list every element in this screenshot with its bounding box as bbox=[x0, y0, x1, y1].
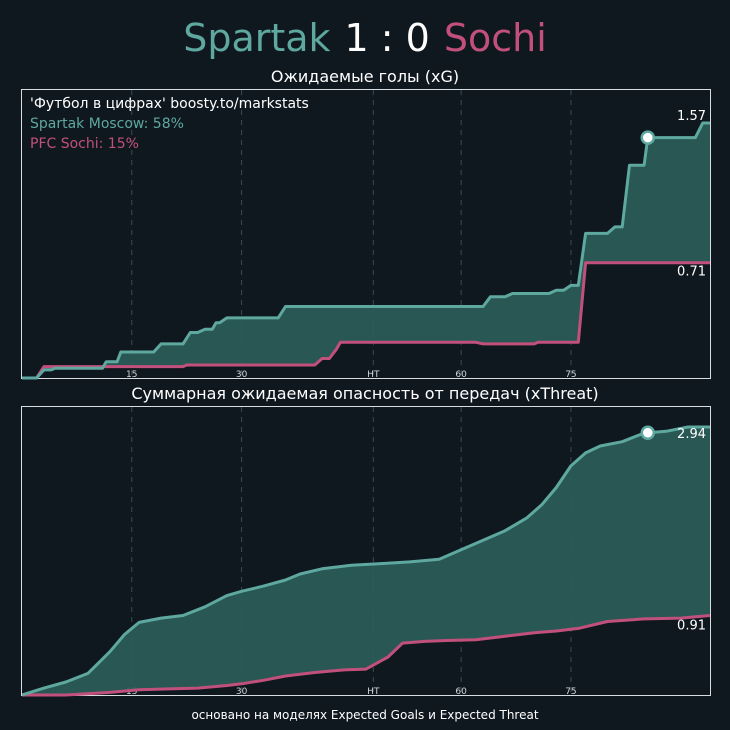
chart-legend: 'Футбол в цифрах' boosty.to/markstats Sp… bbox=[30, 94, 309, 154]
sochi-series-line bbox=[22, 614, 711, 697]
x-tick-label: 60 bbox=[455, 370, 467, 380]
chart-plot-area: 15 30 HT 60 75 1.57 0.71 bbox=[22, 90, 710, 380]
away-team-name: Sochi bbox=[443, 16, 547, 60]
legend-away: PFC Sochi: 15% bbox=[30, 136, 139, 152]
sochi-series-line bbox=[22, 261, 710, 380]
match-score-header: Spartak 1 : 0 Sochi bbox=[0, 14, 730, 62]
xthreat-chart-title: Суммарная ожидаемая опасность от передач… bbox=[131, 384, 599, 403]
home-final-label: 1.57 bbox=[677, 109, 706, 124]
x-tick-label: 30 bbox=[236, 370, 248, 380]
spartak-series-line bbox=[22, 425, 710, 697]
away-final-label: 0.71 bbox=[677, 265, 706, 280]
goal-marker bbox=[640, 425, 656, 441]
x-tick-label: HT bbox=[367, 687, 380, 697]
x-tick-label: 60 bbox=[455, 687, 467, 697]
footer-note: основано на моделях Expected Goals и Exp… bbox=[191, 708, 539, 722]
xthreat-chart: 15 30 HT 60 75 2.94 0.91 bbox=[21, 406, 711, 697]
difference-area bbox=[22, 123, 710, 378]
x-tick-label: 30 bbox=[236, 687, 248, 697]
x-tick-label: 15 bbox=[126, 370, 137, 380]
x-tick-label: 75 bbox=[565, 687, 576, 697]
source-credit: 'Футбол в цифрах' boosty.to/markstats bbox=[30, 96, 309, 112]
chart-plot-area: 15 30 HT 60 75 2.94 0.91 bbox=[22, 407, 711, 697]
legend-home: Spartak Moscow: 58% bbox=[30, 116, 184, 132]
score-value: 1 : 0 bbox=[344, 16, 430, 60]
home-final-label: 2.94 bbox=[677, 427, 706, 442]
away-final-label: 0.91 bbox=[677, 618, 706, 633]
x-tick-label: 75 bbox=[565, 370, 576, 380]
x-tick-label: HT bbox=[367, 370, 380, 380]
xg-chart: 15 30 HT 60 75 1.57 0.71 bbox=[21, 89, 711, 380]
goal-marker bbox=[640, 130, 656, 145]
spartak-series-line bbox=[22, 121, 710, 380]
xg-chart-title: Ожидаемые голы (xG) bbox=[270, 67, 460, 86]
difference-area bbox=[22, 427, 710, 695]
home-team-name: Spartak bbox=[183, 16, 331, 60]
x-tick-label: 15 bbox=[126, 687, 137, 697]
